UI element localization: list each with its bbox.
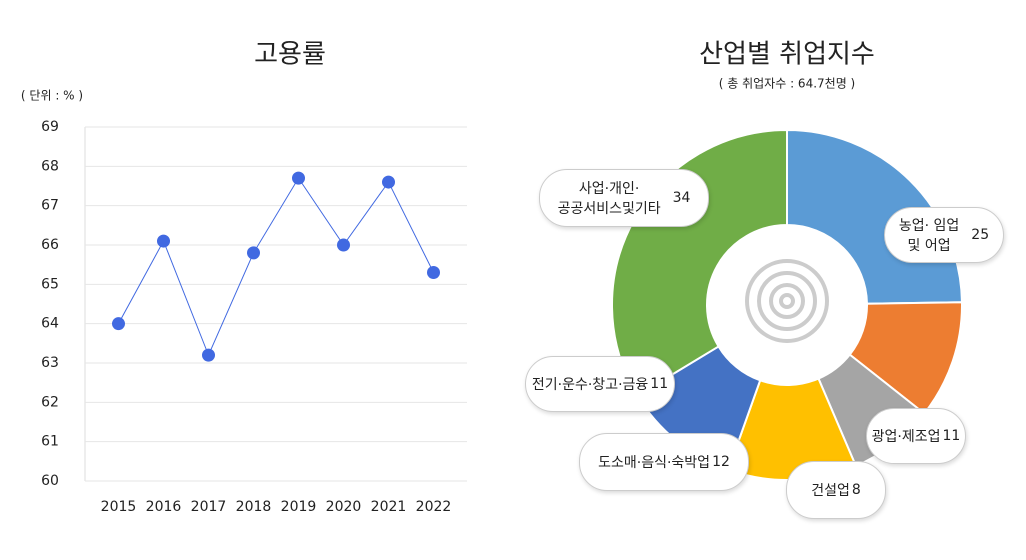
category-name: 전기·운수·창고·금융 [531, 377, 649, 393]
category-name: 도소매·음식·숙박업 [598, 455, 711, 471]
y-tick-label: 63 [41, 355, 59, 371]
value-label: 11 [650, 376, 669, 392]
logo-ring [769, 283, 805, 319]
category-name: 사업·개인· 공공서비스및기타 [557, 181, 661, 217]
y-tick-label: 61 [41, 434, 59, 450]
y-tick-label: 67 [41, 198, 59, 214]
y-tick-label: 60 [41, 473, 59, 489]
category-name: 건설업 [811, 483, 850, 499]
y-tick-label: 69 [41, 119, 59, 135]
value-label: 12 [712, 454, 730, 470]
y-tick-label: 62 [41, 394, 59, 410]
point [202, 348, 215, 362]
line [118, 177, 434, 357]
y-tick-label: 64 [41, 316, 59, 332]
x-tick-label: 2017 [191, 499, 227, 515]
value-label: 11 [942, 428, 961, 444]
value-label: 8 [851, 482, 861, 498]
x-tick-label: 2020 [326, 499, 362, 515]
point [112, 317, 125, 331]
x-tick-label: 2022 [416, 499, 452, 515]
x-tick-label: 2021 [371, 499, 407, 515]
point [157, 234, 170, 248]
point [427, 266, 440, 280]
x-tick-label: 2015 [101, 499, 137, 515]
point [247, 246, 260, 260]
logo-ring [757, 271, 817, 331]
unit-label: ( 단위 : % ) [21, 89, 83, 103]
slice-label: 전기·운수·창고·금융 11 [525, 356, 675, 412]
x-tick-label: 2018 [236, 499, 272, 515]
x-tick-label: 2019 [281, 499, 317, 515]
value-label: 34 [672, 190, 691, 206]
point [292, 171, 305, 185]
slice-label: 사업·개인· 공공서비스및기타 34 [539, 169, 709, 227]
slice-label: 농업· 임업 및 어업 25 [884, 207, 1004, 263]
point [382, 175, 395, 189]
chart-subtitle: ( 총 취업자수 : 64.7천명 ) [719, 76, 855, 91]
chart-title: 고용률 [254, 40, 326, 70]
value-label: 25 [971, 227, 990, 243]
category-name: 농업· 임업 및 어업 [898, 218, 960, 254]
logo-ring [779, 293, 795, 309]
point [337, 238, 350, 252]
y-tick-label: 65 [41, 276, 59, 292]
y-tick-label: 66 [41, 237, 59, 253]
slice-label: 건설업 8 [786, 461, 886, 519]
chart-title: 산업별 취업지수 [699, 40, 875, 70]
slice-label: 도소매·음식·숙박업 12 [579, 433, 749, 491]
category-name: 광업·제조업 [871, 429, 941, 445]
logo-ring [745, 259, 829, 343]
y-tick-label: 68 [41, 158, 59, 174]
x-tick-label: 2016 [146, 499, 182, 515]
slice-label: 광업·제조업 11 [866, 408, 966, 464]
